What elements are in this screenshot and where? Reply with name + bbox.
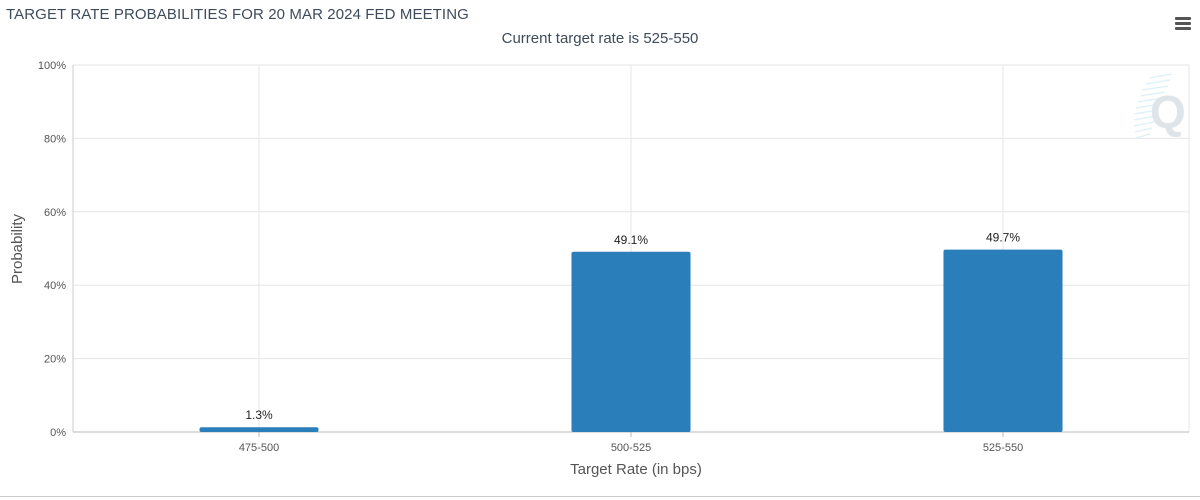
x-tick-label: 525-550 <box>983 442 1023 454</box>
x-axis-ticks: 475-500 500-525 525-550 <box>239 432 1023 454</box>
data-labels: 1.3% 49.1% 49.7% <box>245 231 1020 423</box>
hamburger-menu-icon[interactable] <box>1172 14 1194 34</box>
data-label: 49.1% <box>614 233 648 247</box>
data-label: 1.3% <box>245 408 273 422</box>
y-axis-ticks: 0% 20% 40% 60% 80% 100% <box>38 60 66 439</box>
data-label: 49.7% <box>986 231 1020 245</box>
bar-475-500[interactable] <box>199 427 319 432</box>
chart-subtitle: Current target rate is 525-550 <box>501 30 699 47</box>
menu-line <box>1175 17 1191 20</box>
menu-line <box>1175 27 1191 30</box>
y-tick-label: 100% <box>38 60 66 72</box>
y-axis-title: Probability <box>9 213 26 284</box>
bars <box>199 249 1063 432</box>
bar-525-550[interactable] <box>943 249 1063 432</box>
watermark-letter: Q <box>1150 86 1186 138</box>
y-tick-label: 60% <box>44 207 66 219</box>
x-tick-label: 475-500 <box>239 442 279 454</box>
bottom-divider <box>0 496 1200 497</box>
y-tick-label: 20% <box>44 354 66 366</box>
quikstrike-q-logo-icon: Q <box>1133 73 1186 139</box>
menu-line <box>1175 22 1191 25</box>
y-tick-label: 80% <box>44 133 66 145</box>
chart-title: TARGET RATE PROBABILITIES FOR 20 MAR 202… <box>6 6 469 23</box>
y-tick-label: 0% <box>50 427 66 439</box>
x-axis-title: Target Rate (in bps) <box>570 461 702 478</box>
y-tick-label: 40% <box>44 280 66 292</box>
bar-500-525[interactable] <box>571 251 691 432</box>
x-tick-label: 500-525 <box>611 442 651 454</box>
